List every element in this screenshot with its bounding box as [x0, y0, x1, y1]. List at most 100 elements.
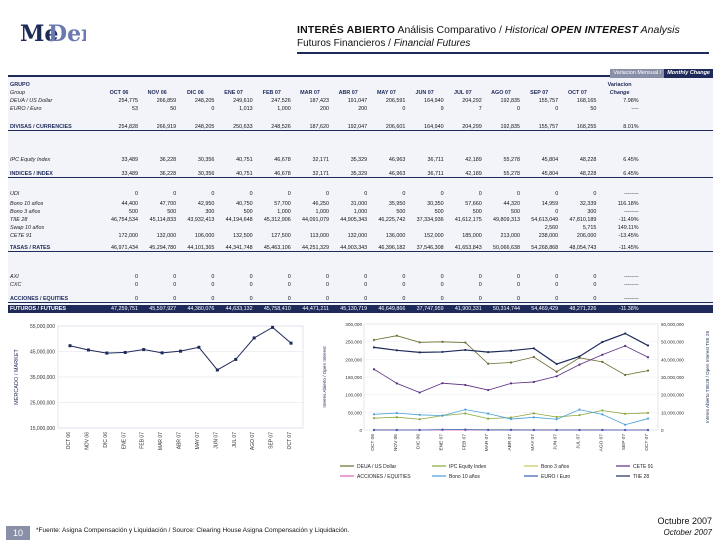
y-tick-label-right: 40,000,000	[661, 357, 684, 362]
table-row: Swap 10 años 2,560 5,715 149.11%	[8, 224, 713, 232]
y-tick-label-right: 0	[661, 428, 664, 433]
table-cell: 0	[478, 274, 482, 280]
table-cell: 54,469,429	[531, 306, 559, 312]
data-point	[487, 351, 490, 354]
month-header: SEP 07	[530, 90, 549, 96]
variation-cell: --------	[624, 209, 639, 215]
data-point	[601, 360, 604, 363]
table-cell: 152,000	[424, 233, 444, 239]
table-cell: 47,259,751	[111, 306, 138, 312]
table-row: EURO / Euro 53 50 0 1,013 1,000 200 200 0 9 7 0 0 50 -…	[8, 105, 713, 113]
table-cell: 249,610	[233, 98, 253, 104]
table-cell: 9	[440, 106, 444, 112]
data-point	[372, 338, 376, 342]
table-cell: 46,963	[388, 157, 406, 163]
legend-label: Bono 3 años	[541, 464, 570, 470]
table-cell: 47,810,189	[569, 217, 597, 223]
legend-label: DEUA / US Dollar	[357, 464, 397, 470]
data-point	[252, 336, 256, 340]
table-cell: 0	[211, 274, 215, 280]
data-point	[646, 417, 650, 420]
table-cell: 45,130,719	[340, 306, 368, 312]
data-point	[395, 382, 398, 385]
table-cell: 46,754,534	[111, 217, 138, 223]
table-cell: 54,268,868	[531, 245, 559, 251]
row-label: UDI	[10, 191, 20, 197]
y-tick-label: 15,000,000	[30, 426, 55, 432]
data-point	[578, 408, 581, 411]
variation-cell: 149.11%	[617, 225, 639, 231]
table-cell: 0	[173, 296, 177, 302]
table-cell: 500	[243, 209, 253, 215]
table-cell: 206,601	[385, 124, 406, 130]
table-cell: 500	[511, 209, 520, 215]
table-cell: 37,334,936	[416, 217, 444, 223]
data-point	[487, 428, 490, 432]
group-label-en: Group	[10, 90, 25, 96]
table-row: AXI 0 0 0 0 0 0 0 0 0 0 0 0 0 --------	[8, 273, 713, 281]
total-futures-row: FUTUROS / FUTURES 47,259,751 45,597,927 44,…	[8, 305, 713, 313]
table-cell: 155,757	[538, 98, 559, 104]
table-cell: 248,526	[271, 124, 291, 130]
data-point	[532, 347, 535, 350]
table-cell: 155,757	[538, 124, 559, 130]
table-cell: 33,489	[121, 171, 139, 177]
x-tick-label: OCT 07	[644, 434, 650, 451]
table-cell: 7	[478, 106, 482, 112]
table-cell: 50,314,744	[493, 306, 520, 312]
table-cell: 254,775	[118, 98, 139, 104]
x-tick-label: OCT 06	[370, 434, 376, 451]
variation-cell: 7.98%	[623, 98, 639, 104]
table-cell: 44,471,211	[302, 306, 329, 312]
data-point	[372, 368, 376, 371]
data-point	[160, 351, 164, 355]
table-cell: 0	[402, 274, 406, 280]
table-cell: 0	[402, 106, 406, 112]
open-interest-table: Variacion Mensual / Monthly Change GRUPO V…	[8, 69, 713, 313]
month-header: ENE 07	[224, 90, 243, 96]
table-cell: 187,620	[309, 124, 330, 130]
variation-cell: --------	[624, 282, 639, 288]
table-cell: 30,356	[197, 157, 215, 163]
data-point	[532, 416, 535, 419]
data-point	[509, 416, 513, 419]
table-cell: 14,959	[541, 201, 559, 207]
data-point	[646, 356, 650, 359]
y-tick-label: 55,000,000	[30, 324, 55, 330]
title-rest: Análisis Comparativo /	[395, 24, 505, 36]
data-point	[441, 340, 444, 343]
table-cell: 54,613,049	[531, 217, 559, 223]
legend-label: EURO / Euro	[541, 474, 570, 480]
row-label: FUTUROS / FUTURES	[10, 306, 67, 312]
data-point	[509, 428, 513, 432]
table-row: TIIE 28 46,754,534 45,114,833 43,932,413 44,…	[8, 216, 713, 224]
table-cell: 0	[593, 191, 597, 197]
legend-label: ACCIONES / EQUITIES	[357, 474, 411, 480]
table-cell: 0	[440, 296, 444, 302]
table-cell: 44,101,365	[187, 245, 215, 251]
month-header: OCT 06	[109, 90, 129, 96]
data-point	[179, 349, 182, 353]
table-cell: 47,700	[159, 201, 177, 207]
table-cell: 0	[364, 274, 368, 280]
data-point	[418, 413, 421, 416]
table-cell: 0	[211, 106, 215, 112]
table-header-row: GRUPO Variacion	[8, 81, 713, 89]
variation-header: Variacion Mensual / Monthly Change	[610, 69, 713, 78]
data-point	[601, 340, 604, 344]
table-cell: 42,189	[465, 171, 482, 177]
table-row: IPC Equity Index 33,489 36,228 30,356 40,751…	[8, 156, 713, 164]
table-cell: 0	[440, 191, 444, 197]
table-cell: 45,597,927	[149, 306, 177, 312]
row-label: TIIE 28	[10, 217, 28, 223]
data-point	[418, 428, 421, 432]
data-point	[395, 412, 398, 415]
table-cell: 192,835	[500, 124, 521, 130]
data-point	[532, 355, 535, 359]
data-point	[624, 423, 627, 426]
table-cell: 192,835	[500, 98, 521, 104]
data-point	[532, 380, 535, 384]
row-label: Bono 10 años	[10, 201, 44, 207]
table-cell: 0	[287, 191, 291, 197]
table-cell: 36,228	[159, 171, 177, 177]
